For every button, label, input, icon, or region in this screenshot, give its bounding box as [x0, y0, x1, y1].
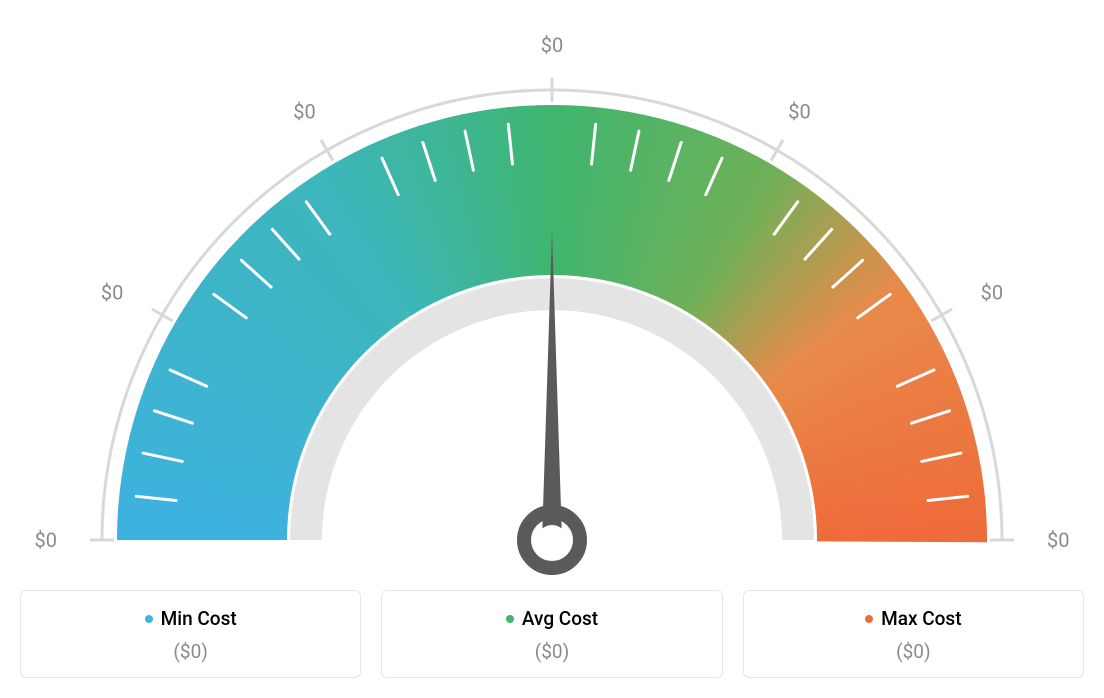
legend-title-max: Max Cost: [754, 607, 1073, 630]
bullet-avg: [506, 615, 514, 623]
svg-text:$0: $0: [101, 281, 123, 305]
legend-value-avg: ($0): [392, 640, 711, 663]
svg-text:$0: $0: [541, 33, 563, 57]
svg-text:$0: $0: [1047, 528, 1069, 552]
bullet-min: [145, 615, 153, 623]
svg-text:$0: $0: [981, 281, 1003, 305]
legend-value-max: ($0): [754, 640, 1073, 663]
gauge-area: $0 $0 $0 $0 $0 $0 $0: [20, 20, 1084, 580]
legend-card-avg: Avg Cost ($0): [381, 590, 722, 678]
legend-label-max: Max Cost: [881, 607, 961, 630]
legend-title-avg: Avg Cost: [392, 607, 711, 630]
bullet-max: [865, 615, 873, 623]
cost-gauge-chart: $0 $0 $0 $0 $0 $0 $0 Min Cost ($0) Avg Cost ($…: [20, 20, 1084, 678]
legend-title-min: Min Cost: [31, 607, 350, 630]
legend-label-min: Min Cost: [161, 607, 237, 630]
legend-label-avg: Avg Cost: [522, 607, 598, 630]
svg-text:$0: $0: [35, 528, 57, 552]
svg-text:$0: $0: [293, 99, 315, 123]
legend-row: Min Cost ($0) Avg Cost ($0) Max Cost ($0…: [20, 590, 1084, 678]
legend-card-min: Min Cost ($0): [20, 590, 361, 678]
legend-value-min: ($0): [31, 640, 350, 663]
svg-text:$0: $0: [788, 99, 810, 123]
legend-card-max: Max Cost ($0): [743, 590, 1084, 678]
gauge-svg: $0 $0 $0 $0 $0 $0 $0: [20, 20, 1084, 580]
